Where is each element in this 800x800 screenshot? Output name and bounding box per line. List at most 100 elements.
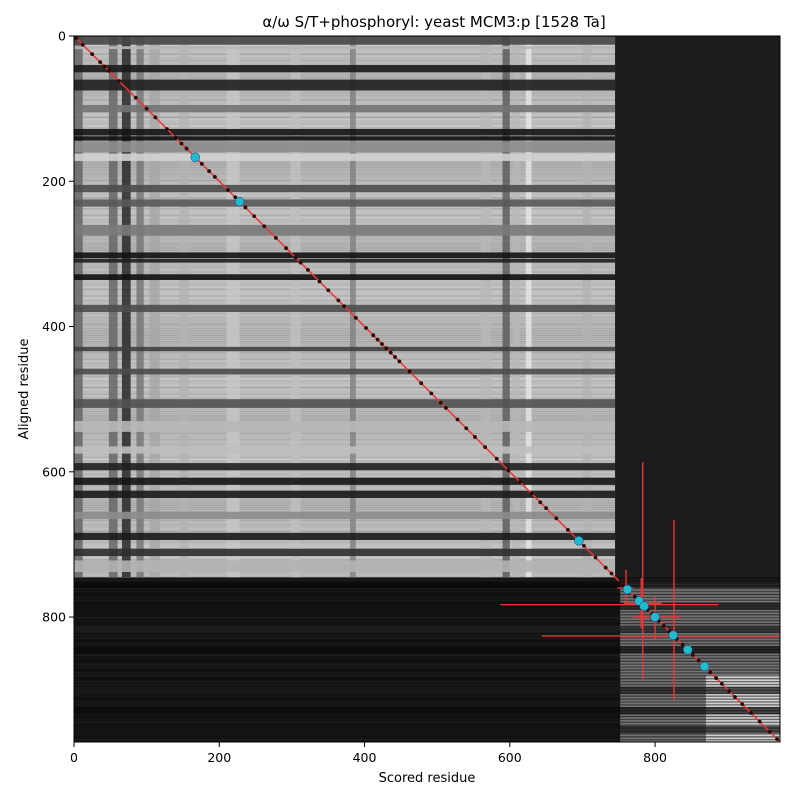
residue-point [207, 169, 211, 173]
residue-point [317, 279, 322, 284]
heatmap-texture-row [74, 441, 616, 443]
residue-point [483, 445, 488, 450]
heatmap-texture-row [74, 436, 616, 439]
heatmap-row-band [74, 511, 616, 520]
heatmap-texture-row [74, 521, 616, 524]
heatmap-texture-row [74, 284, 616, 286]
residue-point [336, 298, 341, 303]
heatmap-texture-row [74, 556, 616, 559]
heatmap-texture-row [74, 395, 616, 397]
heatmap-row-band [74, 463, 616, 471]
residue-point [133, 95, 138, 100]
heatmap-texture-lower [74, 657, 780, 660]
heatmap-texture-row [74, 301, 616, 304]
heatmap-texture-row [74, 97, 616, 99]
heatmap-row-band [74, 184, 616, 193]
heatmap-texture-row [74, 210, 616, 212]
residue-point [298, 260, 303, 265]
residue-point [380, 342, 384, 346]
heatmap-texture-row [74, 125, 616, 127]
heatmap-texture-lower [74, 611, 780, 613]
heatmap-texture-row [74, 171, 616, 173]
heatmap-texture-lower [74, 654, 780, 657]
heatmap-texture-lower [74, 588, 780, 590]
heatmap-texture-row [74, 120, 616, 123]
residue-point [305, 267, 310, 272]
heatmap-texture-row [74, 181, 616, 184]
heatmap-texture-row [74, 59, 616, 62]
heatmap-row-band [74, 560, 616, 573]
heatmap-texture-row [74, 343, 616, 345]
heatmap-row-band [74, 274, 616, 281]
heatmap-texture-row [74, 216, 616, 219]
heatmap-texture-row [74, 456, 616, 458]
residue-point [233, 195, 238, 200]
heatmap-texture-row [74, 290, 616, 293]
heatmap-texture-lower [74, 579, 780, 581]
heatmap-texture-row [74, 341, 616, 343]
heatmap-texture-lower [74, 622, 780, 625]
heatmap-texture-row [74, 168, 616, 171]
heatmap-texture-row [74, 317, 616, 319]
heatmap-texture-lower [74, 683, 780, 686]
residue-point [708, 670, 713, 675]
phosphosite-marker [234, 196, 245, 207]
residue-point [593, 555, 598, 560]
heatmap-texture-row [74, 545, 616, 548]
heatmap-texture-row [74, 192, 616, 195]
residue-point [407, 369, 412, 374]
heatmap-texture-row [74, 103, 616, 105]
heatmap-texture-lower [74, 724, 780, 726]
heatmap-texture-row [74, 57, 616, 60]
heatmap-texture-row [74, 264, 616, 267]
heatmap-texture-row [74, 271, 616, 273]
heatmap-row-band [74, 105, 616, 113]
residue-point [274, 236, 278, 240]
heatmap-texture-row [74, 500, 616, 502]
heatmap-row-band [74, 65, 616, 73]
residue-point [529, 491, 534, 496]
heatmap-row-band [74, 446, 616, 454]
residue-point [455, 417, 460, 422]
phosphosite-marker [683, 645, 693, 655]
heatmap [74, 36, 780, 742]
heatmap-texture-row [74, 162, 616, 164]
plot-frame [73, 35, 781, 743]
heatmap-right-strip [615, 36, 780, 578]
heatmap-row-band [74, 199, 616, 207]
residue-point [80, 42, 85, 47]
heatmap-texture-row [74, 439, 616, 441]
heatmap-row-band [74, 258, 616, 263]
phosphosite-marker [574, 536, 584, 546]
heatmap-texture-row [74, 177, 616, 180]
heatmap-texture-row [74, 543, 616, 546]
residue-point [342, 304, 347, 309]
residue-point [506, 468, 511, 473]
heatmap-row-band [74, 368, 616, 375]
heatmap-texture-lower [74, 698, 780, 700]
heatmap-texture-lower [74, 663, 780, 665]
heatmap-texture-lower [74, 660, 780, 662]
heatmap-texture-row [74, 386, 616, 389]
heatmap-texture-row [74, 389, 616, 391]
residue-point [494, 456, 499, 461]
heatmap-row-band [74, 477, 616, 485]
heatmap-texture-row [74, 530, 616, 533]
heatmap-texture-lower [74, 718, 780, 721]
heatmap-row-band [74, 79, 616, 91]
heatmap-texture-row [74, 299, 616, 302]
heatmap-texture-lower [74, 634, 780, 636]
heatmap-texture-row [74, 245, 616, 247]
heatmap-texture-row [74, 282, 616, 284]
heatmap-texture-row [74, 443, 616, 445]
heatmap-texture-lower [74, 701, 780, 703]
heatmap-texture-row [74, 382, 616, 384]
heatmap-texture-lower [74, 733, 780, 735]
residue-point [464, 426, 469, 431]
heatmap-row-band [74, 490, 616, 498]
heatmap-texture-row [74, 528, 616, 530]
residue-point [727, 689, 732, 694]
residue-point [184, 146, 189, 151]
heatmap-row-band [74, 548, 616, 557]
heatmap-texture-row [74, 53, 616, 55]
